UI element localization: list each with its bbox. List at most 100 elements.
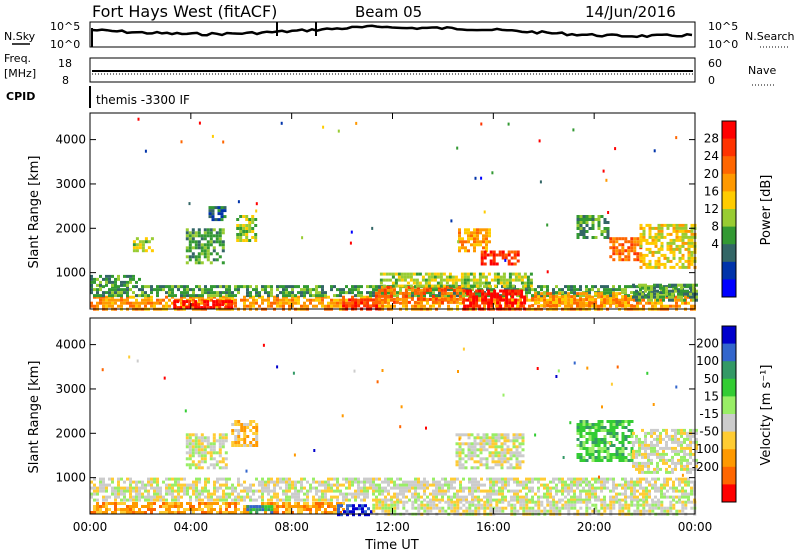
heatmap-cell — [246, 291, 249, 295]
heatmap-cell — [540, 483, 543, 487]
heatmap-cell — [297, 505, 300, 508]
heatmap-cell — [588, 438, 592, 441]
heatmap-cell — [456, 146, 459, 150]
heatmap-cell — [297, 492, 300, 496]
heatmap-cell — [303, 288, 306, 292]
heatmap-cell — [276, 483, 279, 487]
heatmap-cell — [409, 284, 413, 288]
heatmap-cell — [231, 489, 234, 493]
heatmap-cell — [405, 483, 408, 487]
heatmap-cell — [594, 477, 597, 481]
heatmap-cell — [621, 249, 625, 253]
heatmap-cell — [588, 432, 592, 435]
heatmap-cell — [206, 306, 210, 310]
heatmap-cell — [644, 289, 647, 293]
heatmap-cell — [248, 230, 252, 233]
heatmap-cell — [492, 259, 496, 263]
heatmap-cell — [442, 272, 446, 276]
heatmap-cell — [240, 438, 244, 441]
heatmap-cell — [449, 300, 453, 304]
heatmap-cell — [458, 234, 461, 238]
heatmap-cell — [246, 304, 249, 308]
heatmap-cell — [663, 477, 666, 481]
heatmap-cell — [381, 304, 384, 308]
heatmap-cell — [203, 445, 207, 449]
heatmap-cell — [482, 445, 486, 449]
heatmap-cell — [485, 433, 489, 437]
heatmap-cell — [594, 432, 598, 435]
heatmap-cell — [582, 456, 586, 459]
heatmap-cell — [402, 483, 405, 487]
heatmap-cell — [499, 275, 503, 279]
heatmap-cell — [503, 433, 507, 437]
heatmap-cell — [489, 477, 492, 481]
heatmap-cell — [528, 489, 531, 493]
heatmap-cell — [350, 230, 353, 234]
heatmap-cell — [424, 272, 428, 276]
heatmap-cell — [354, 288, 357, 292]
heatmap-cell — [681, 477, 684, 481]
heatmap-cell — [573, 288, 576, 292]
heatmap-cell — [252, 426, 256, 429]
heatmap-cell — [660, 262, 664, 266]
heatmap-cell — [411, 291, 414, 295]
heatmap-cell — [510, 250, 514, 254]
heatmap-cell — [228, 294, 231, 298]
heatmap-cell — [579, 447, 583, 450]
heatmap-cell — [203, 454, 207, 458]
heatmap-cell — [600, 285, 603, 289]
heatmap-cell — [523, 284, 527, 288]
heatmap-cell — [531, 498, 534, 502]
heatmap-cell — [642, 229, 646, 233]
heatmap-cell — [594, 509, 598, 513]
heatmap-cell — [438, 298, 441, 302]
heatmap-cell — [660, 291, 663, 295]
heatmap-cell — [591, 450, 595, 453]
heatmap-cell — [471, 489, 474, 493]
heatmap-cell — [492, 262, 496, 266]
heatmap-cell — [576, 423, 580, 426]
heatmap-cell — [340, 513, 343, 517]
heatmap-cell — [477, 295, 480, 299]
heatmap-cell — [585, 498, 588, 502]
heatmap-cell — [324, 511, 327, 514]
heatmap-cell — [612, 246, 616, 250]
heatmap-cell — [180, 511, 183, 514]
heatmap-cell — [405, 489, 408, 493]
heatmap-cell — [186, 294, 189, 298]
heatmap-cell — [303, 295, 306, 299]
heatmap-cell — [468, 503, 472, 507]
heatmap-cell — [690, 253, 694, 257]
heatmap-cell — [366, 291, 369, 295]
heatmap-cell — [564, 503, 568, 507]
heatmap-cell — [132, 502, 135, 505]
heatmap-cell — [123, 301, 126, 305]
heatmap-cell — [507, 250, 511, 254]
heatmap-cell — [600, 489, 603, 493]
heatmap-cell — [345, 492, 348, 496]
heatmap-cell — [201, 298, 204, 302]
heatmap-cell — [354, 480, 357, 484]
heatmap-cell — [594, 294, 597, 298]
heatmap-cell — [357, 495, 360, 499]
colorbar-tick-label: 24 — [704, 149, 719, 163]
heatmap-cell — [561, 486, 564, 490]
heatmap-cell — [417, 294, 420, 298]
heatmap-cell — [438, 489, 441, 493]
heatmap-cell — [657, 229, 661, 233]
heatmap-cell — [582, 292, 586, 296]
heatmap-cell — [246, 285, 249, 289]
heatmap-cell — [606, 227, 610, 230]
heatmap-cell — [546, 304, 550, 308]
heatmap-cell — [454, 278, 458, 282]
heatmap-cell — [279, 498, 282, 502]
heatmap-cell — [510, 477, 513, 481]
heatmap-cell — [606, 429, 610, 432]
heatmap-cell — [240, 423, 244, 426]
heatmap-cell — [378, 304, 381, 308]
heatmap-cell — [695, 292, 698, 296]
heatmap-cell — [582, 236, 586, 239]
heatmap-cell — [492, 483, 495, 487]
heatmap-cell — [372, 304, 376, 308]
heatmap-cell — [197, 261, 201, 265]
